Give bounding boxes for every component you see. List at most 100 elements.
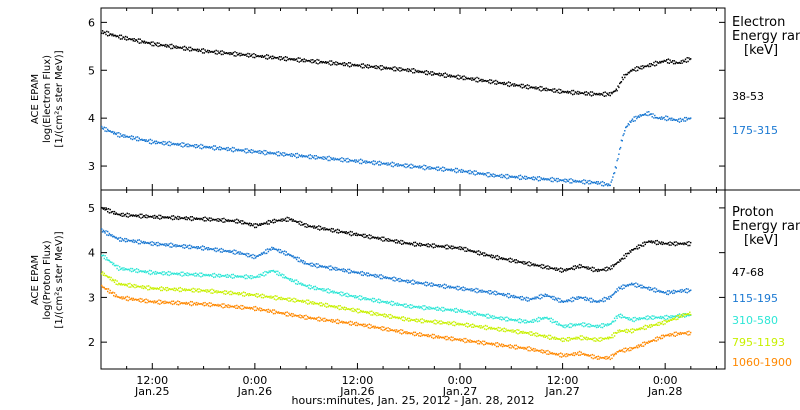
proton-data-point — [113, 235, 115, 237]
proton-data-point — [356, 308, 358, 310]
proton-data-point — [425, 281, 427, 283]
proton-data-point — [344, 309, 346, 311]
proton-data-point — [485, 328, 488, 331]
proton-data-point — [566, 355, 569, 357]
electron-data-point — [585, 181, 588, 184]
electron-data-point — [240, 149, 242, 151]
proton-data-point — [147, 214, 149, 217]
proton-data-point — [663, 336, 665, 338]
proton-data-point — [549, 296, 552, 298]
proton-data-point — [442, 246, 445, 248]
electron-data-point — [638, 67, 641, 69]
proton-data-point — [389, 317, 391, 319]
proton-data-point — [438, 245, 440, 248]
electron-data-point — [519, 174, 522, 177]
proton-data-point — [132, 239, 134, 241]
proton-data-point — [558, 338, 560, 340]
electron-data-point — [558, 180, 560, 182]
proton-data-point — [386, 315, 388, 317]
electron-data-point — [683, 120, 685, 122]
proton-data-point — [418, 320, 420, 322]
electron-data-point — [607, 183, 610, 185]
proton-data-point — [606, 298, 608, 300]
electron-data-point — [487, 80, 489, 82]
electron-data-point — [301, 154, 303, 156]
electron-data-point — [431, 167, 434, 169]
proton-data-point — [578, 267, 580, 269]
proton-data-point — [160, 289, 162, 292]
electron-data-point — [160, 142, 162, 144]
proton-data-point — [618, 331, 620, 333]
electron-data-point — [354, 161, 357, 163]
proton-data-point — [362, 274, 364, 277]
electron-data-point — [302, 60, 305, 63]
proton-data-point — [522, 299, 524, 301]
proton-data-point — [321, 319, 323, 321]
electron-data-point — [375, 65, 377, 67]
proton-data-point — [250, 293, 252, 296]
proton-data-point — [148, 242, 150, 245]
proton-data-point — [555, 298, 558, 300]
proton-data-point — [563, 300, 565, 302]
proton-data-point — [563, 324, 565, 327]
proton-data-point — [479, 289, 482, 292]
proton-data-point — [272, 269, 275, 272]
proton-data-point — [414, 306, 417, 308]
proton-data-point — [407, 304, 409, 307]
proton-data-point — [472, 326, 475, 328]
proton-data-point — [177, 300, 179, 302]
proton-data-point — [316, 287, 318, 289]
proton-data-point — [321, 305, 323, 307]
electron-data-point — [291, 58, 293, 60]
electron-data-point — [276, 151, 278, 153]
electron-data-point — [451, 75, 453, 78]
proton-data-point — [124, 268, 127, 270]
proton-data-point — [221, 251, 223, 253]
proton-data-point — [373, 313, 376, 315]
proton-data-point — [155, 215, 158, 218]
electron-data-point — [159, 142, 161, 144]
proton-data-point — [194, 302, 196, 304]
proton-data-point — [385, 327, 387, 330]
proton-data-point — [160, 243, 163, 246]
proton-data-point — [354, 322, 356, 324]
proton-data-point — [552, 298, 554, 300]
electron-data-point — [346, 161, 348, 163]
proton-data-point — [188, 272, 190, 275]
electron-data-point — [265, 150, 267, 152]
proton-data-point — [142, 240, 145, 243]
proton-data-point — [308, 225, 311, 228]
proton-data-point — [159, 303, 161, 305]
proton-data-point — [395, 279, 398, 281]
proton-data-point — [580, 296, 582, 299]
proton-data-point — [458, 309, 460, 312]
proton-data-point — [627, 252, 629, 254]
electron-data-point — [302, 155, 305, 157]
proton-data-point — [609, 358, 611, 361]
proton-data-point — [452, 309, 454, 311]
proton-data-point — [505, 320, 507, 322]
proton-data-point — [103, 286, 105, 289]
proton-data-point — [651, 242, 653, 244]
proton-data-point — [242, 276, 244, 278]
proton-data-point — [336, 318, 339, 321]
electron-data-point — [160, 141, 163, 144]
proton-data-point — [664, 323, 666, 325]
proton-data-point — [409, 332, 411, 335]
proton-data-point — [561, 268, 564, 270]
proton-data-point — [442, 321, 444, 323]
proton-data-point — [255, 276, 258, 278]
proton-data-point — [155, 273, 158, 275]
electron-data-point — [588, 92, 590, 95]
proton-data-point — [360, 234, 362, 236]
proton-data-point — [354, 296, 356, 299]
proton-data-point — [389, 301, 391, 304]
proton-data-point — [399, 304, 401, 306]
electron-ytick-label: 6 — [88, 16, 95, 29]
proton-data-point — [476, 250, 478, 253]
electron-data-point — [231, 53, 234, 55]
proton-data-point — [144, 241, 146, 243]
electron-data-point — [378, 164, 380, 166]
electron-data-point — [213, 149, 216, 151]
electron-data-point — [383, 67, 386, 69]
